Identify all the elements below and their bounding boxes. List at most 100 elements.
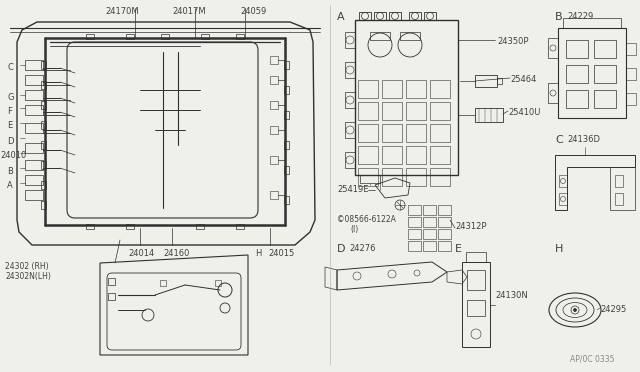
Bar [86, 34, 94, 39]
Text: E: E [455, 244, 462, 254]
Bar [406, 146, 426, 164]
Bar [25, 160, 43, 170]
Bar [358, 124, 378, 142]
Bar [41, 61, 46, 69]
Text: D: D [337, 244, 346, 254]
Bar [423, 229, 436, 239]
Text: C: C [7, 64, 13, 73]
Bar [355, 20, 458, 175]
Bar [41, 81, 46, 89]
Bar [466, 252, 486, 262]
Text: 24229: 24229 [567, 12, 593, 21]
Text: D: D [7, 137, 13, 145]
Bar [236, 34, 244, 39]
Bar [284, 111, 289, 119]
Bar [615, 193, 623, 205]
Bar [25, 143, 43, 153]
Bar [438, 229, 451, 239]
Text: 25419E: 25419E [337, 185, 369, 194]
Bar [475, 75, 497, 87]
Bar [270, 191, 278, 199]
Bar [370, 32, 390, 40]
Bar [284, 166, 289, 174]
Bar [345, 152, 355, 168]
Bar [389, 12, 401, 20]
Text: 24302N(LH): 24302N(LH) [5, 272, 51, 281]
Bar [409, 12, 421, 20]
Bar [430, 80, 450, 98]
Bar [626, 93, 636, 105]
Bar [201, 34, 209, 39]
Bar [25, 75, 43, 85]
Bar [594, 90, 616, 108]
Bar [626, 68, 636, 80]
Bar [41, 201, 46, 209]
Bar [25, 105, 43, 115]
Bar [558, 28, 626, 118]
Text: 25410U: 25410U [508, 108, 540, 117]
Bar [497, 78, 502, 84]
Bar [358, 80, 378, 98]
Bar [467, 300, 485, 316]
Text: 24130N: 24130N [495, 291, 528, 299]
Text: 24010: 24010 [0, 151, 26, 160]
Text: C: C [555, 135, 563, 145]
Bar [406, 168, 426, 186]
Bar [358, 146, 378, 164]
Bar [161, 34, 169, 39]
Bar [270, 101, 278, 109]
Bar [108, 293, 115, 300]
Bar [400, 32, 420, 40]
Bar [406, 80, 426, 98]
Bar [270, 76, 278, 84]
Bar [467, 270, 485, 290]
Bar [25, 123, 43, 133]
Bar [374, 12, 386, 20]
Bar [594, 40, 616, 58]
Bar [548, 83, 558, 103]
Bar [559, 175, 567, 187]
Bar [408, 229, 421, 239]
Bar [41, 101, 46, 109]
Bar [423, 205, 436, 215]
Bar [236, 224, 244, 229]
Bar [41, 141, 46, 149]
Bar [438, 217, 451, 227]
Bar [438, 241, 451, 251]
Text: 25464: 25464 [510, 75, 536, 84]
Bar [424, 12, 436, 20]
Bar [382, 168, 402, 186]
Bar [215, 280, 221, 286]
Text: F: F [7, 106, 12, 115]
Bar [408, 205, 421, 215]
Bar [423, 241, 436, 251]
Bar [566, 65, 588, 83]
Bar [408, 241, 421, 251]
Text: 24014: 24014 [128, 249, 154, 258]
Text: 24276: 24276 [349, 244, 376, 253]
Bar [408, 217, 421, 227]
Bar [160, 280, 166, 286]
Text: AP/0C 0335: AP/0C 0335 [570, 355, 614, 364]
Bar [406, 102, 426, 120]
Bar [423, 217, 436, 227]
Bar [566, 90, 588, 108]
Bar [438, 205, 451, 215]
Bar [284, 61, 289, 69]
Bar [566, 40, 588, 58]
Text: 24059: 24059 [240, 7, 266, 16]
Text: ©08566-6122A: ©08566-6122A [337, 215, 396, 224]
Bar [41, 121, 46, 129]
Bar [594, 65, 616, 83]
Bar [430, 146, 450, 164]
Text: 24295: 24295 [600, 305, 627, 314]
Bar [25, 60, 43, 70]
Bar [345, 92, 355, 108]
Bar [563, 18, 621, 28]
Text: 24160: 24160 [163, 249, 189, 258]
Bar [126, 34, 134, 39]
Bar [358, 102, 378, 120]
Bar [284, 86, 289, 94]
Bar [41, 181, 46, 189]
Text: A: A [7, 182, 13, 190]
